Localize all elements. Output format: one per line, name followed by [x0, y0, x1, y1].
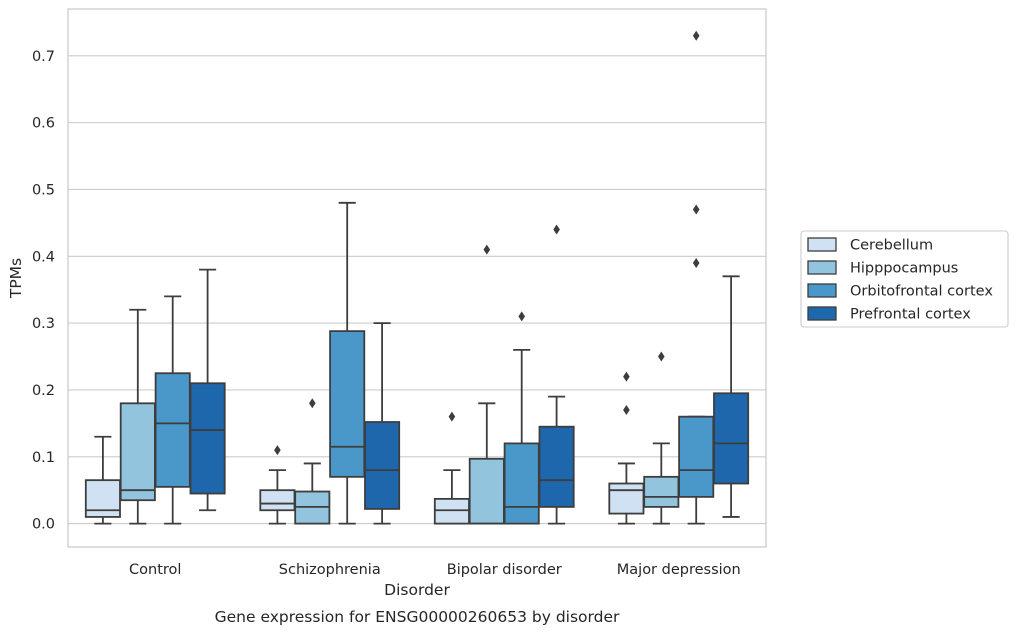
- box-iqr: [364, 421, 401, 510]
- outlier-point: [692, 204, 700, 215]
- box-iqr: [678, 415, 715, 498]
- box-iqr: [154, 372, 191, 488]
- legend-swatch: [807, 306, 837, 321]
- outlier-point: [274, 445, 281, 456]
- y-tick-label: 0.6: [32, 116, 55, 132]
- y-tick-label: 0.0: [32, 517, 55, 533]
- box-iqr: [503, 442, 540, 525]
- outlier-point: [692, 257, 700, 268]
- legend-label: Hipppocampus: [850, 261, 958, 277]
- outlier-point: [658, 351, 665, 362]
- box-hipppocampus: [468, 244, 505, 525]
- box-orbitofrontal-cortex: [678, 30, 715, 525]
- box-orbitofrontal-cortex: [503, 311, 540, 525]
- y-tick-label: 0.4: [32, 249, 55, 265]
- y-tick-label: 0.1: [32, 450, 55, 466]
- box-prefrontal-cortex: [364, 322, 401, 525]
- y-tick-label: 0.2: [32, 383, 55, 399]
- legend: Cerebellum Hipppocampus Orbitofrontal cort…: [800, 230, 1009, 328]
- y-tick-label: 0.7: [32, 49, 55, 65]
- box-iqr: [608, 482, 645, 515]
- box-iqr: [259, 489, 296, 512]
- box-hipppocampus: [643, 351, 680, 525]
- box-iqr: [713, 392, 750, 485]
- x-tick-label: Bipolar disorder: [447, 562, 562, 578]
- x-axis-label: Disorder: [384, 581, 450, 599]
- outlier-point: [623, 371, 630, 382]
- outlier-point: [309, 398, 316, 409]
- box-iqr: [84, 479, 121, 518]
- outlier-point: [483, 244, 491, 255]
- outlier-point: [553, 224, 560, 235]
- box-iqr: [433, 497, 470, 525]
- x-tick-label: Schizophrenia: [279, 562, 381, 578]
- box-hipppocampus: [119, 308, 156, 525]
- y-tick-labels: 0.0 0.1 0.2 0.3 0.4 0.5 0.6 0.7: [32, 49, 55, 533]
- legend-label: Cerebellum: [850, 238, 933, 254]
- x-tick-labels: Control Schizophrenia Bipolar disorder Majo…: [129, 562, 741, 578]
- box-plots: [84, 30, 750, 525]
- legend-swatch: [807, 283, 837, 298]
- x-tick-label: Major depression: [617, 562, 741, 578]
- outlier-point: [692, 30, 700, 41]
- box-prefrontal-cortex: [538, 224, 575, 525]
- box-iqr: [643, 475, 680, 508]
- box-iqr: [189, 382, 226, 495]
- chart-caption: Gene expression for ENSG00000260653 by d…: [215, 608, 620, 626]
- outlier-point: [623, 404, 630, 415]
- box-iqr: [468, 457, 505, 525]
- outlier-point: [448, 411, 456, 422]
- box-hipppocampus: [294, 398, 331, 525]
- box-cerebellum: [259, 445, 296, 525]
- legend-swatch: [807, 260, 837, 275]
- legend-label: Prefrontal cortex: [850, 307, 971, 323]
- y-tick-label: 0.3: [32, 316, 55, 332]
- box-prefrontal-cortex: [189, 268, 226, 512]
- legend-swatch: [807, 237, 837, 252]
- y-axis-label: TPMs: [7, 258, 25, 299]
- outlier-point: [518, 311, 525, 322]
- x-tick-label: Control: [129, 562, 181, 578]
- box-iqr: [329, 330, 366, 478]
- box-prefrontal-cortex: [713, 275, 750, 518]
- box-cerebellum: [608, 371, 645, 525]
- box-orbitofrontal-cortex: [329, 201, 366, 525]
- y-tick-label: 0.5: [32, 182, 55, 198]
- box-cerebellum: [84, 435, 121, 525]
- legend-box: [800, 230, 1009, 328]
- box-orbitofrontal-cortex: [154, 295, 191, 525]
- box-iqr: [119, 402, 156, 502]
- box-iqr: [538, 425, 575, 508]
- box-cerebellum: [433, 411, 470, 525]
- plot-frame: [67, 8, 767, 548]
- legend-label: Orbitofrontal cortex: [850, 284, 993, 300]
